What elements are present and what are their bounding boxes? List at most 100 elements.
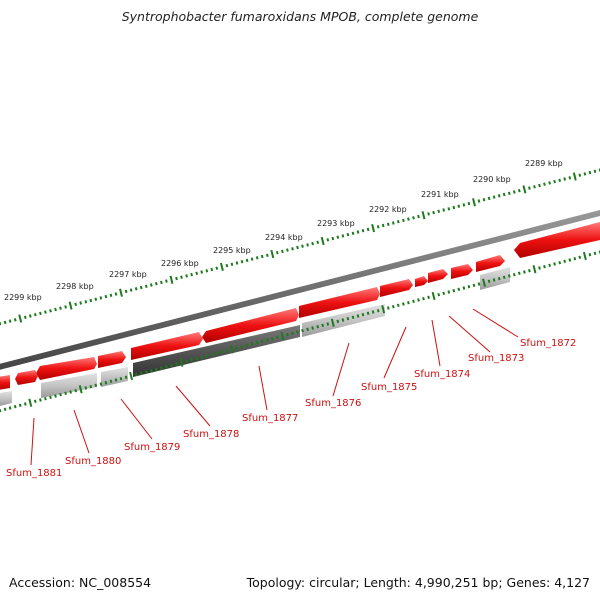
reverse-strand (0, 267, 510, 406)
cds-arrow[interactable] (0, 375, 10, 390)
ruler-minor-tick (452, 205, 456, 210)
cds-arrow[interactable] (415, 276, 428, 287)
ruler-minor-tick (346, 232, 350, 237)
ruler-minor-tick (497, 194, 501, 198)
ruler-major-tick (280, 331, 285, 341)
ruler-minor-tick (215, 351, 219, 355)
ruler-minor-tick (457, 287, 461, 291)
ruler-minor-tick (548, 263, 551, 267)
cds-arrow[interactable] (514, 222, 600, 258)
leader-line (431, 319, 441, 367)
ruler-major-tick (330, 318, 335, 327)
leader-line (448, 315, 491, 353)
ruler-minor-tick (74, 302, 78, 306)
ruler-minor-tick (54, 307, 57, 312)
ruler-minor-tick (407, 301, 410, 305)
ruler-minor-tick (0, 322, 2, 326)
cds-arrow[interactable] (15, 370, 38, 385)
cds-arrow[interactable] (428, 269, 448, 283)
ruler-minor-tick (175, 276, 178, 281)
gene-label[interactable]: Sfum_1880 (65, 456, 121, 467)
feature-block[interactable] (101, 367, 128, 387)
ruler-minor-tick (296, 330, 299, 334)
ruler-minor-tick (538, 266, 541, 270)
ruler-minor-tick (89, 298, 93, 303)
ruler-minor-tick (417, 298, 420, 302)
ruler-minor-tick (44, 397, 47, 401)
tick-label: 2291 kbp (421, 190, 459, 199)
feature-block[interactable] (133, 325, 300, 377)
ruler-minor-tick (139, 371, 143, 375)
ruler-minor-tick (311, 241, 314, 246)
ruler-minor-tick (442, 208, 446, 212)
ruler-minor-tick (346, 317, 350, 321)
ruler-minor-tick (13, 318, 17, 322)
ruler-minor-tick (462, 286, 466, 290)
ruler-minor-tick (260, 254, 264, 259)
ruler-minor-tick (487, 196, 491, 201)
gene-label[interactable]: Sfum_1879 (124, 442, 180, 453)
feature-block[interactable] (0, 391, 12, 406)
ruler-minor-tick (432, 210, 435, 215)
ruler-minor-tick (477, 282, 481, 286)
ruler-minor-tick (341, 234, 345, 238)
gene-label[interactable]: Sfum_1875 (361, 382, 417, 393)
gene-label[interactable]: Sfum_1877 (242, 413, 298, 424)
cds-arrow[interactable] (202, 308, 299, 343)
cds-arrow[interactable] (36, 357, 97, 380)
tick-labels: 2289 kbp 2290 kbp 2291 kbp 2292 kbp 2293… (4, 159, 563, 302)
ruler-minor-tick (482, 198, 486, 202)
genome-title: Syntrophobacter fumaroxidans MPOB, compl… (121, 9, 479, 24)
gene-label[interactable]: Sfum_1878 (183, 429, 239, 440)
ruler-minor-tick (129, 288, 133, 292)
ruler-minor-tick (235, 261, 239, 265)
ruler-minor-tick (543, 265, 546, 269)
ruler-minor-tick (134, 287, 138, 291)
ruler-minor-tick (336, 235, 340, 239)
gene-leader-lines (30, 308, 519, 466)
genome-backbone (0, 210, 600, 370)
ruler-minor-tick (33, 313, 37, 317)
ruler-major-tick (230, 345, 234, 354)
ruler-major-tick (129, 371, 134, 381)
gene-label[interactable]: Sfum_1873 (468, 353, 524, 364)
cds-arrow[interactable] (476, 255, 505, 272)
ruler-minor-tick (437, 209, 441, 213)
ruler-minor-tick (139, 285, 143, 290)
gene-label[interactable]: Sfum_1881 (6, 468, 62, 479)
cds-arrow[interactable] (131, 332, 203, 360)
ruler-minor-tick (538, 183, 541, 188)
ruler-minor-tick (301, 329, 304, 333)
tick-label: 2297 kbp (109, 270, 147, 279)
ruler-minor-tick (477, 199, 481, 203)
ruler-minor-tick (528, 186, 531, 190)
ruler-minor-tick (109, 293, 113, 297)
cds-arrow[interactable] (98, 351, 126, 368)
feature-block[interactable] (41, 373, 97, 398)
ruler-minor-tick (517, 271, 521, 275)
feature-block[interactable] (480, 267, 510, 290)
ruler-minor-tick (18, 403, 22, 407)
ruler-minor-tick (457, 204, 461, 208)
ruler-minor-tick (598, 168, 600, 172)
ruler-minor-tick (195, 271, 199, 275)
ruler-minor-tick (598, 250, 600, 254)
ruler-minor-tick (548, 181, 551, 185)
ruler-major-tick (431, 291, 436, 301)
gene-label[interactable]: Sfum_1872 (520, 338, 576, 349)
tick-label: 2293 kbp (317, 219, 355, 228)
ruler-minor-tick (99, 296, 103, 300)
gene-label[interactable]: Sfum_1876 (305, 398, 361, 409)
tick-label: 2289 kbp (525, 159, 563, 168)
gene-label[interactable]: Sfum_1874 (414, 369, 470, 380)
ruler-minor-tick (185, 359, 188, 363)
cds-arrow[interactable] (380, 279, 413, 297)
ruler-minor-tick (331, 236, 335, 241)
cds-arrow[interactable] (451, 264, 473, 279)
ruler-minor-tick (124, 289, 128, 294)
ruler-minor-tick (8, 319, 12, 323)
ruler-minor-tick (154, 282, 158, 286)
ruler-minor-tick (593, 251, 597, 255)
cds-arrow[interactable] (299, 287, 380, 318)
ruler-minor-tick (523, 270, 526, 274)
